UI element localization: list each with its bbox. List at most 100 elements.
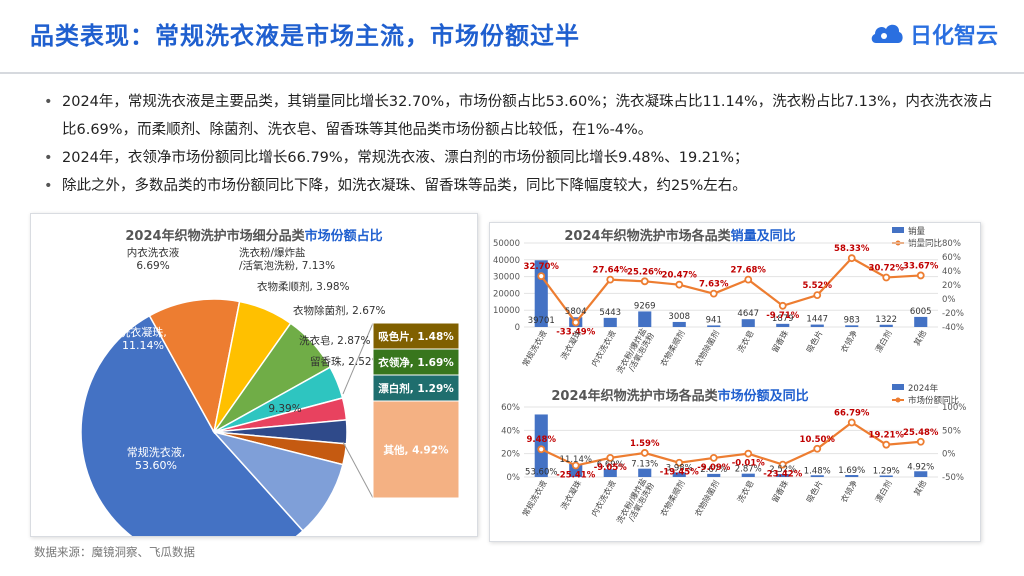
pie-slice: [148, 298, 241, 435]
bar-value-label: 1.29%: [873, 466, 900, 476]
bar-value-label: 3.98%: [666, 463, 693, 473]
category-label: 漂白剂: [873, 329, 894, 355]
bar: [638, 311, 652, 327]
category-label-group: 漂白剂: [873, 329, 894, 355]
line-point: [778, 460, 787, 469]
bar-value-label: 6.69%: [597, 460, 624, 470]
line-value-label: 33.67%: [903, 261, 939, 271]
bar: [810, 475, 824, 477]
pie-slice-label: /活氧泡洗粉, 7.13%: [239, 259, 335, 272]
line-point: [640, 449, 649, 457]
connector-line: [342, 322, 374, 395]
category-label-group: 吸色片: [804, 479, 825, 505]
combo-title-highlight: 市场份额及同比: [718, 388, 809, 404]
category-label-group: 留香珠: [769, 329, 790, 355]
line-value-label: 20.47%: [662, 271, 698, 281]
bar: [914, 471, 928, 477]
line-point: [778, 301, 787, 310]
bar: [741, 473, 755, 477]
breakdown-label: 漂白剂, 1.29%: [378, 382, 454, 395]
cloud-logo-icon: [871, 24, 903, 43]
line-value-label: 32.70%: [524, 262, 560, 272]
pie-slice-label: 洗衣皂, 2.87%: [299, 334, 371, 347]
pie-slice-label: 洗衣粉/爆炸盐: [239, 246, 306, 259]
pie-slice-label: 53.60%: [135, 459, 177, 472]
category-label: 衣物柔顺剂: [658, 479, 687, 519]
line-value-label: 5.52%: [803, 281, 833, 291]
bar-value-label: 1879: [772, 314, 794, 324]
y-right-tick: -50%: [942, 473, 964, 483]
category-label: 内衣洗衣液: [589, 479, 618, 519]
y-left-tick: 60%: [501, 403, 520, 413]
connector-line: [342, 441, 374, 499]
line-point: [709, 454, 718, 462]
data-source: 数据来源：魔镜洞察、飞瓜数据: [34, 545, 195, 559]
category-label-group: 衣物柔顺剂: [658, 329, 687, 369]
bar-value-label: 1.48%: [804, 466, 831, 476]
category-label: 吸色片: [804, 329, 825, 355]
pie-title-prefix: 2024年织物洗护市场细分品类: [125, 228, 305, 244]
bar-value-label: 2.52%: [769, 465, 796, 475]
line-value-label: -23.42%: [763, 470, 802, 480]
combo-chart-title: 2024年织物洗护市场各品类市场份额及同比: [551, 388, 808, 404]
bar: [741, 319, 755, 327]
line-value-label: 7.63%: [699, 280, 729, 290]
bar-value-label: 39701: [528, 316, 555, 326]
line-value-label: 25.48%: [903, 428, 939, 438]
bar: [672, 321, 686, 327]
category-label: 漂白剂: [873, 479, 894, 505]
y-right-tick: -20%: [942, 309, 964, 319]
line-value-label: 27.64%: [593, 266, 629, 276]
line-value-label: -9.05%: [594, 463, 627, 473]
category-label: 衣物柔顺剂: [658, 329, 687, 369]
category-label-group: 漂白剂: [873, 479, 894, 505]
breakdown-label: 其他, 4.92%: [383, 444, 449, 457]
category-label: 常规洗衣液: [520, 479, 549, 519]
bullet-3: 除此之外，多数品类的市场份额同比下降，如洗衣凝珠、留香珠等品类，同比下降幅度较大…: [44, 172, 994, 200]
pie-slice-label: 11.14%: [122, 339, 164, 352]
combo-charts-panel: 2024年织物洗护市场各品类销量及同比 销量 销量同比 50000 40000 30000…: [489, 222, 981, 542]
pie-chart-panel: 2024年织物洗护市场细分品类市场份额占比 常规洗衣液, 53.60% 洗衣凝珠, 11…: [30, 213, 478, 566]
category-label: 其他: [911, 479, 928, 498]
line-point: [709, 289, 718, 298]
pie-slice-label: 内衣洗衣液: [127, 246, 180, 259]
line-value-label: 1.59%: [630, 439, 660, 449]
category-label: 洗衣凝珠: [558, 479, 583, 512]
line-value-label: -9.71%: [766, 311, 799, 321]
bar-value-label: 1447: [806, 315, 828, 325]
y-left-tick: 20000: [493, 289, 520, 299]
bar-value-label: 1322: [875, 315, 897, 325]
summary-bullets: 2024年，常规洗衣液是主要品类，其销量同比增长32.70%，市场份额占比53.…: [44, 88, 994, 200]
line-point: [847, 254, 856, 263]
category-label-group: 衣领净: [838, 329, 859, 355]
category-label-group: 衣物柔顺剂: [658, 479, 687, 519]
bar-value-label: 4.92%: [907, 462, 934, 472]
bar-value-label: 941: [706, 315, 722, 325]
line-value-label: 10.50%: [800, 435, 836, 445]
line-point: [744, 449, 753, 458]
bar: [776, 323, 790, 327]
bar: [603, 317, 617, 327]
category-label-group: 衣物除菌剂: [692, 329, 721, 369]
category-label-group: 衣物除菌剂: [692, 479, 721, 519]
line-point: [813, 291, 822, 300]
line-point: [606, 275, 615, 284]
line-value-label: 9.48%: [527, 435, 557, 445]
bar: [707, 473, 721, 477]
combo-title-prefix: 2024年织物洗护市场各品类: [564, 228, 731, 244]
y-right-tick: 80%: [942, 239, 961, 249]
legend-line-marker: [895, 397, 901, 403]
legend-bar-swatch: [892, 227, 904, 233]
category-label: 衣领净: [838, 329, 859, 355]
bar-value-label: 2.87%: [735, 465, 762, 475]
line-value-label: -25.41%: [556, 471, 595, 481]
line-point: [675, 458, 684, 467]
pie-slice-label: 衣物除菌剂, 2.67%: [293, 304, 386, 317]
category-label-group: 其他: [911, 479, 928, 498]
category-label-group: 吸色片: [804, 329, 825, 355]
y-right-tick: 40%: [942, 267, 961, 277]
y-right-tick: 100%: [942, 403, 966, 413]
breakdown-label: 衣领净, 1.69%: [378, 356, 454, 369]
bar-value-label: 6005: [910, 307, 932, 317]
